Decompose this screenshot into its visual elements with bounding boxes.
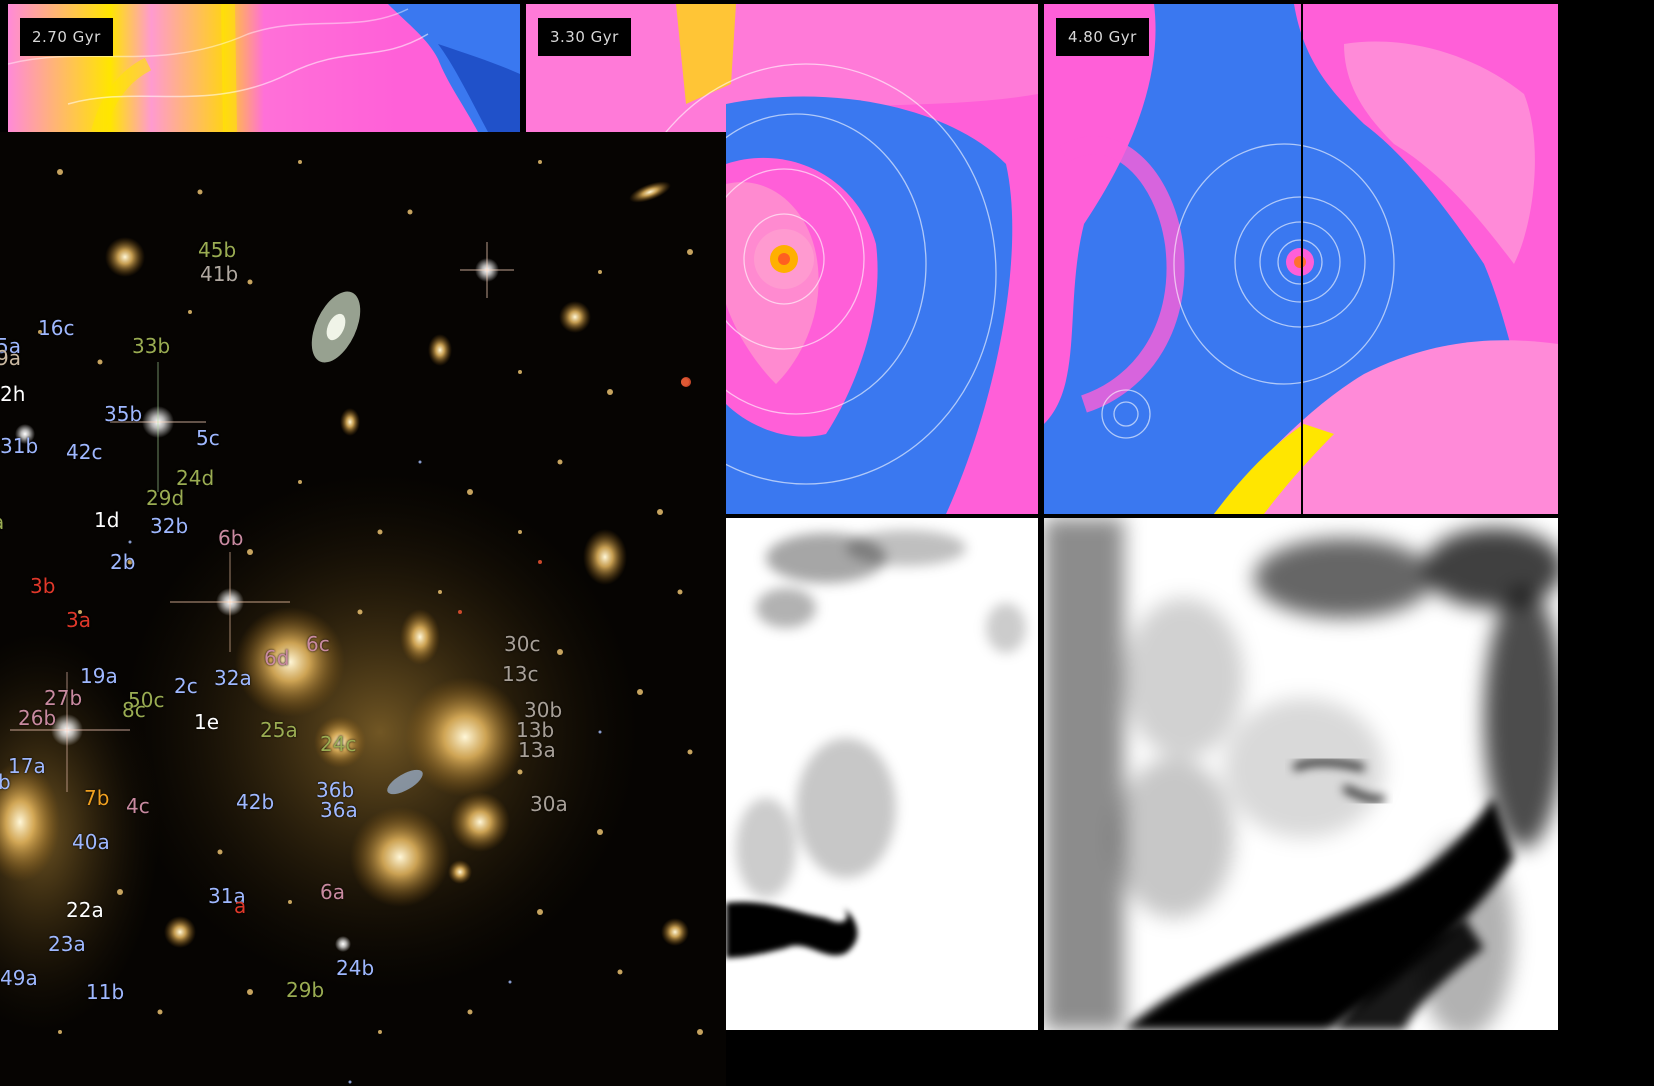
density-t3-image	[1044, 518, 1558, 1030]
lensed-image-label: 1e	[194, 710, 220, 734]
lensed-image-label: 29d	[146, 486, 185, 510]
lensed-image-label: 7b	[84, 786, 110, 810]
lensed-image-label: 5c	[196, 426, 220, 450]
time-label: 3.30 Gyr	[538, 18, 631, 56]
lensed-image-label: 32a	[214, 666, 252, 690]
lensed-image-label: 24b	[336, 956, 375, 980]
lensed-image-label: 19a	[80, 664, 118, 688]
lensed-image-label: 6b	[218, 526, 244, 550]
lensed-image-label: 25a	[260, 718, 298, 742]
lensed-image-label: 42c	[66, 440, 103, 464]
lensed-image-label: 16c	[38, 316, 75, 340]
cluster-image	[0, 132, 726, 1086]
lensed-image-label: 36a	[320, 798, 358, 822]
lensed-image-label: 11b	[86, 980, 125, 1004]
time-label: 2.70 Gyr	[20, 18, 113, 56]
lensed-image-label: 6c	[306, 632, 330, 656]
lensed-image-label: 13b	[516, 718, 555, 742]
lensed-image-label: 17a	[8, 754, 46, 778]
density-panel-t2	[726, 518, 1038, 1030]
lensed-image-label: 6d	[264, 646, 290, 670]
lensed-image-label: 35b	[104, 402, 143, 426]
lensed-image-label: 9a	[0, 346, 21, 370]
lensed-image-label: 2h	[0, 382, 26, 406]
lensed-image-label: 24c	[320, 732, 357, 756]
sim-t3-image	[1044, 4, 1558, 514]
sim-panel-t1: 2.70 Gyr	[8, 4, 520, 132]
lensed-image-label: 3a	[66, 608, 91, 632]
lensed-image-label: 5a	[0, 334, 21, 358]
lensed-image-label: 2b	[110, 550, 136, 574]
sim-panel-t3: 4.80 Gyr	[1044, 4, 1558, 514]
lensed-image-label: 30b	[524, 698, 563, 722]
lensed-image-label: 13a	[518, 738, 556, 762]
lensed-image-label: 33b	[132, 334, 171, 358]
lensed-image-label: 2c	[174, 674, 198, 698]
lensed-image-label: 13c	[502, 662, 539, 686]
lensed-image-label: 41b	[200, 262, 239, 286]
lensed-image-label: 27b	[44, 686, 83, 710]
lensed-image-label: 1d	[94, 508, 120, 532]
lensed-image-label: 31b	[0, 434, 39, 458]
lensed-image-label: 6a	[320, 880, 345, 904]
time-label: 4.80 Gyr	[1056, 18, 1149, 56]
lensed-image-label: 42b	[236, 790, 275, 814]
lensed-image-label: 45b	[198, 238, 237, 262]
lensed-image-label: 30c	[504, 632, 541, 656]
lensed-image-label: 40a	[72, 830, 110, 854]
lensed-image-label: 31a	[208, 884, 246, 908]
lensed-image-label: 50c	[128, 688, 165, 712]
lensed-image-label: a	[234, 894, 247, 918]
density-panel-t3	[1044, 518, 1558, 1030]
lensed-image-label: 29b	[286, 978, 325, 1002]
lensed-image-label: 26b	[18, 706, 57, 730]
lensed-image-label: 49a	[0, 966, 38, 990]
cluster-image-panel: 45b 41b 16c 33b 5a 9a 2h 35b 5c 31b 42c …	[0, 132, 726, 1086]
density-t2-image	[726, 530, 1026, 958]
sim-t1-image	[8, 4, 520, 132]
lensed-image-label: a	[0, 512, 4, 532]
lensed-image-label: 30a	[530, 792, 568, 816]
lensed-image-label: 36b	[316, 778, 355, 802]
lensed-image-label: 8c	[122, 698, 146, 722]
lensed-image-label: 3b	[30, 574, 56, 598]
lensed-image-label: 22a	[66, 898, 104, 922]
lensed-image-label: 32b	[150, 514, 189, 538]
lensed-image-label: b	[0, 770, 11, 794]
lensed-image-label: 24d	[176, 466, 215, 490]
lensed-image-label: 23a	[48, 932, 86, 956]
lensed-image-label: 4c	[126, 794, 150, 818]
